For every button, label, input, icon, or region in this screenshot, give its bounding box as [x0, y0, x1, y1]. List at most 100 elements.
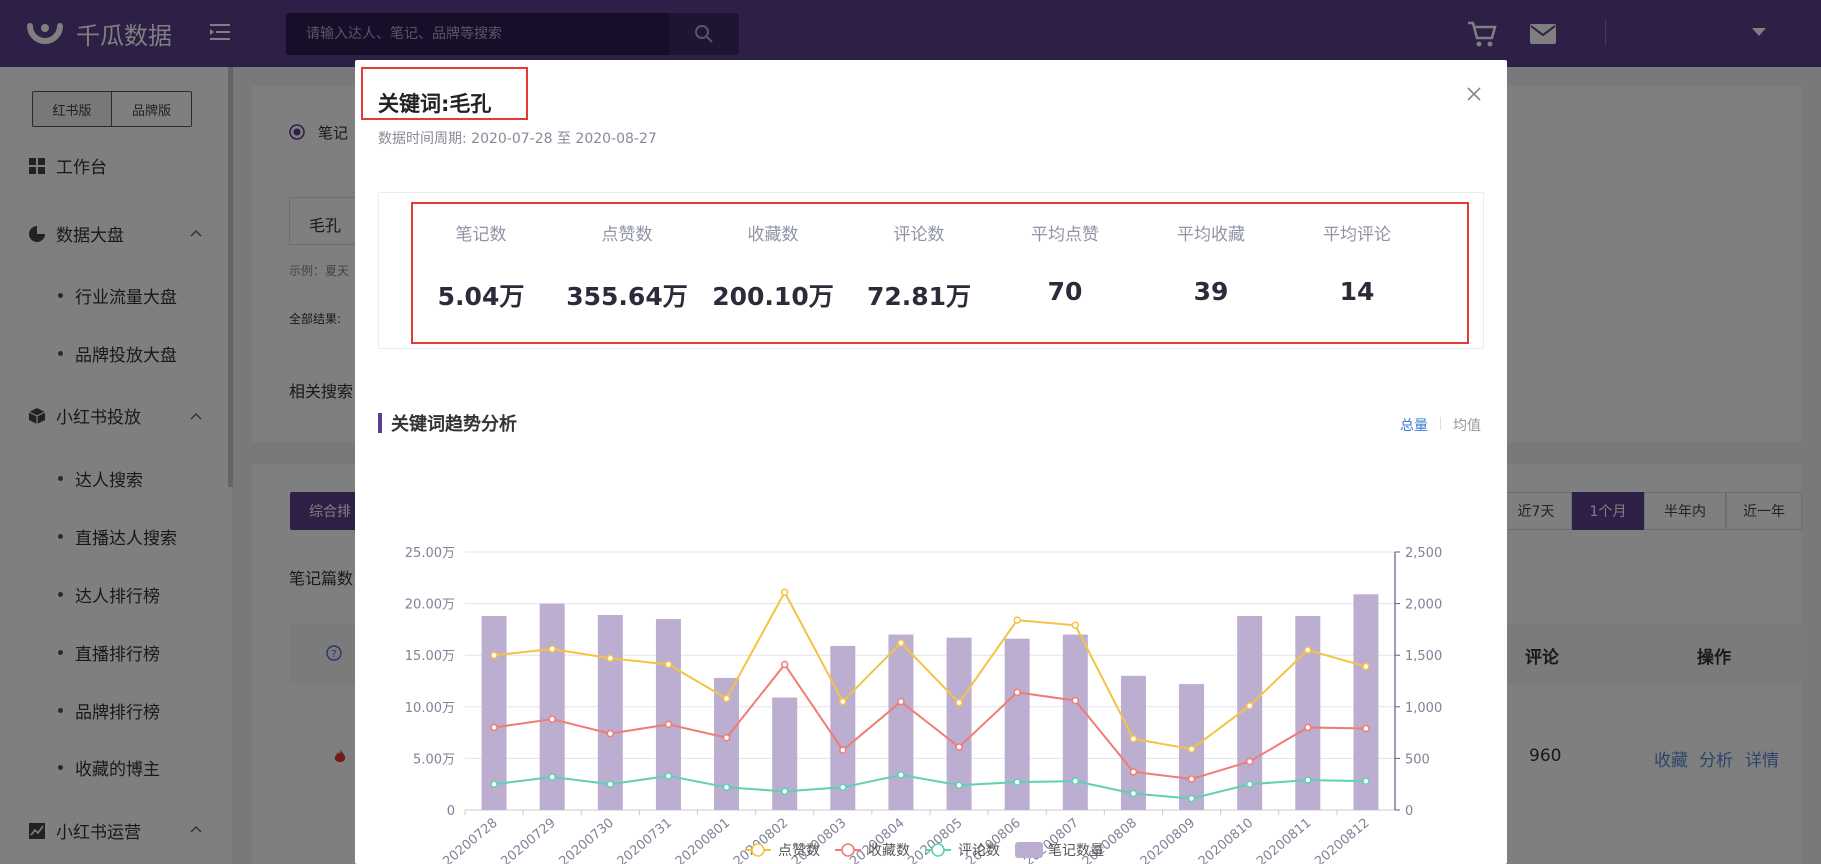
stat-value: 70	[1047, 277, 1083, 306]
point-评论数	[490, 780, 498, 788]
point-评论数	[1245, 780, 1254, 788]
point-点赞数	[548, 645, 556, 653]
keyword-modal: 关键词:毛孔 数据时间周期: 2020-07-28 至 2020-08-27 笔…	[355, 60, 1507, 864]
x-axis-tick-label: 20200810	[1196, 816, 1256, 864]
bar-notes-20200803	[830, 645, 856, 810]
stat-value: 72.81万	[866, 282, 972, 311]
point-点赞数	[1362, 662, 1370, 671]
point-点赞数	[1304, 646, 1312, 654]
stat-collects: 收藏数 200.10万	[700, 220, 846, 313]
toggle-average[interactable]: 均值	[1453, 418, 1481, 434]
stat-label: 平均收藏	[1177, 225, 1245, 245]
x-axis-tick-label: 20200812	[1312, 816, 1372, 864]
keyword-trend-chart: 0 0 5.00万 500 10.00万 1,000 15.00万 1,500 20.00万 2,…	[405, 546, 1442, 864]
point-评论数	[780, 787, 789, 796]
point-评论数	[955, 781, 963, 789]
bar-notes-20200730	[597, 614, 623, 810]
toggle-total[interactable]: 总量	[1400, 418, 1428, 434]
stat-avg-collects: 平均收藏 39	[1138, 220, 1284, 306]
stat-comments: 评论数 72.81万	[846, 220, 992, 313]
stat-label: 收藏数	[747, 225, 799, 245]
stat-label: 平均点赞	[1031, 225, 1099, 245]
point-收藏数	[1187, 775, 1196, 783]
bar-notes-20200804	[888, 634, 914, 810]
point-评论数	[722, 783, 731, 792]
point-收藏数	[722, 734, 731, 742]
stats-highlight-box	[411, 202, 1469, 344]
point-点赞数	[839, 697, 847, 706]
point-评论数	[1362, 777, 1370, 785]
point-收藏数	[1245, 757, 1254, 766]
stat-label: 评论数	[893, 225, 945, 245]
point-收藏数	[606, 729, 615, 738]
point-收藏数	[548, 715, 556, 723]
point-收藏数	[1362, 724, 1370, 733]
y-axis-left-tick: 5.00万	[413, 752, 455, 767]
y-axis-right-tick: 1,500	[1405, 649, 1442, 664]
point-评论数	[548, 773, 556, 781]
legend-bar-marker	[1015, 842, 1043, 858]
bar-notes-20200808	[1120, 675, 1146, 810]
point-点赞数	[1245, 702, 1254, 710]
close-icon[interactable]	[1466, 86, 1482, 102]
point-评论数	[897, 771, 905, 779]
y-axis-left-tick: 15.00万	[405, 649, 455, 664]
point-点赞数	[1071, 621, 1080, 630]
stat-value: 5.04万	[437, 282, 525, 311]
point-收藏数	[1071, 696, 1080, 705]
y-axis-right-tick: 2,000	[1405, 598, 1442, 613]
stat-label: 点赞数	[601, 225, 653, 245]
legend-label: 评论数	[958, 843, 1000, 859]
point-评论数	[1129, 789, 1138, 798]
point-点赞数	[1187, 745, 1196, 753]
point-点赞数	[1013, 616, 1021, 624]
x-axis-tick-label: 20200731	[615, 816, 675, 864]
point-点赞数	[664, 660, 673, 669]
point-评论数	[1187, 794, 1196, 803]
point-收藏数	[1129, 768, 1138, 776]
stat-value: 14	[1339, 277, 1375, 306]
point-评论数	[1304, 776, 1312, 784]
x-axis-tick-label: 20200811	[1254, 816, 1314, 864]
point-点赞数	[897, 639, 905, 647]
stat-label: 平均评论	[1323, 225, 1391, 245]
y-axis-left-tick: 10.00万	[405, 701, 455, 716]
x-axis-tick-label: 20200728	[440, 816, 500, 864]
y-axis-left-tick: 25.00万	[405, 546, 455, 561]
point-收藏数	[664, 720, 673, 729]
point-点赞数	[780, 588, 789, 596]
stat-value: 355.64万	[566, 282, 688, 311]
point-点赞数	[955, 698, 963, 707]
point-点赞数	[606, 654, 615, 663]
legend-label: 收藏数	[868, 843, 910, 859]
stat-label: 笔记数	[455, 225, 507, 245]
point-收藏数	[897, 697, 905, 706]
modal-title: 关键词:毛孔	[378, 92, 492, 116]
point-收藏数	[955, 743, 963, 751]
y-axis-right-tick: 2,500	[1405, 546, 1442, 561]
point-评论数	[839, 783, 847, 792]
legend-label: 点赞数	[778, 843, 820, 859]
point-收藏数	[1304, 723, 1312, 732]
legend-label: 笔记数量	[1048, 843, 1104, 859]
x-axis-tick-label: 20200729	[498, 816, 558, 864]
y-axis-right-tick: 0	[1405, 804, 1413, 819]
point-评论数	[606, 780, 615, 788]
stat-avg-comments: 平均评论 14	[1284, 220, 1430, 306]
point-收藏数	[1013, 688, 1021, 697]
y-axis-right-tick: 1,000	[1405, 701, 1442, 716]
legend-point-marker	[751, 843, 765, 857]
title-highlight-box	[361, 67, 528, 120]
point-评论数	[664, 772, 673, 780]
point-点赞数	[722, 694, 731, 703]
bar-notes-20200728	[481, 615, 507, 810]
bar-notes-20200731	[655, 619, 681, 810]
y-axis-left-tick: 0	[447, 804, 455, 819]
point-收藏数	[780, 660, 789, 669]
y-axis-right-tick: 500	[1405, 752, 1430, 767]
modal-period: 数据时间周期: 2020-07-28 至 2020-08-27	[378, 131, 657, 147]
point-点赞数	[1129, 735, 1138, 743]
section-accent-bar	[378, 413, 382, 433]
line-收藏数	[493, 662, 1366, 781]
x-axis-tick-label: 20200730	[557, 816, 617, 864]
